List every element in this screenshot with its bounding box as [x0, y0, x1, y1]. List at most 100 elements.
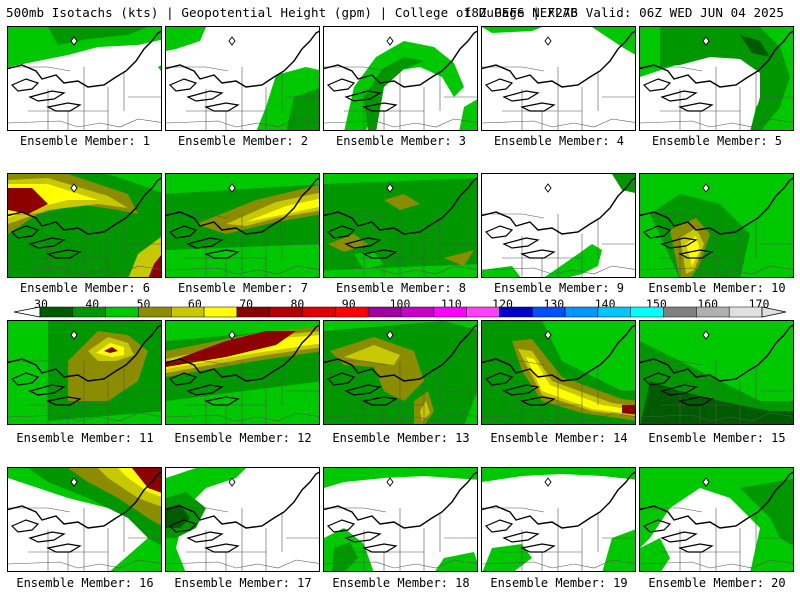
colorbar-swatch	[203, 306, 238, 318]
wind-shading	[166, 27, 206, 51]
wind-shading	[640, 381, 793, 424]
state-borders	[482, 118, 635, 128]
ensemble-map-panel	[7, 467, 162, 572]
colorbar-swatch	[105, 306, 139, 318]
coastline	[166, 30, 319, 88]
state-borders	[324, 559, 477, 569]
state-borders	[8, 265, 161, 275]
high-marker-icon	[228, 330, 236, 340]
ensemble-map-panel	[639, 467, 794, 572]
colorbar-swatches	[13, 306, 787, 318]
high-marker-icon	[386, 477, 394, 487]
colorbar-swatch	[72, 306, 106, 318]
isotach-map	[166, 27, 319, 130]
great-lakes	[642, 372, 714, 406]
isotach-map	[482, 468, 635, 571]
high-marker-icon	[386, 330, 394, 340]
wind-shading	[740, 35, 770, 57]
coastline	[640, 30, 793, 88]
high-marker-icon	[228, 36, 236, 46]
wind-shading	[592, 27, 635, 55]
great-lakes	[326, 225, 398, 259]
great-lakes	[10, 519, 82, 553]
great-lakes	[484, 519, 556, 553]
ensemble-map-panel	[165, 26, 320, 131]
state-borders	[8, 118, 161, 128]
wind-shading	[344, 41, 464, 130]
wind-shading	[8, 27, 161, 67]
ensemble-map-panel	[481, 26, 636, 131]
isotach-map	[640, 321, 793, 424]
wind-shading	[482, 468, 635, 482]
state-borders	[482, 265, 635, 275]
panel-label: Ensemble Member: 16	[16, 576, 154, 590]
colorbar-swatch	[728, 306, 763, 318]
great-lakes	[642, 519, 714, 553]
high-marker-icon	[228, 477, 236, 487]
panel-label: Ensemble Member: 18	[332, 576, 470, 590]
state-borders	[166, 559, 319, 569]
panel-label: Ensemble Member: 6	[19, 281, 151, 295]
colorbar-swatch	[532, 306, 566, 318]
colorbar-swatch	[696, 306, 730, 318]
wind-shading	[740, 478, 793, 546]
panel-label: Ensemble Member: 20	[648, 576, 786, 590]
isotach-map	[8, 321, 161, 424]
wind-shading	[384, 194, 420, 210]
panel-label: Ensemble Member: 13	[332, 431, 470, 445]
great-lakes	[10, 78, 82, 112]
colorbar-swatch	[367, 306, 402, 318]
isotach-map	[324, 321, 477, 424]
state-borders	[482, 412, 635, 422]
colorbar-swatch	[236, 306, 270, 318]
colorbar-swatch	[171, 306, 205, 318]
wind-shading	[660, 27, 790, 130]
great-lakes	[642, 225, 714, 259]
panel-label: Ensemble Member: 9	[493, 281, 625, 295]
coastline	[166, 471, 319, 529]
high-marker-icon	[702, 330, 710, 340]
ensemble-map-panel	[639, 320, 794, 425]
high-marker-icon	[544, 36, 552, 46]
panel-label: Ensemble Member: 11	[16, 431, 154, 445]
isotach-map	[482, 27, 635, 130]
great-lakes	[642, 78, 714, 112]
panel-label: Ensemble Member: 14	[490, 431, 628, 445]
colorbar-swatch	[564, 306, 599, 318]
coastline	[482, 324, 635, 382]
panel-label: Ensemble Member: 10	[648, 281, 786, 295]
state-borders	[8, 66, 161, 130]
isotach-map	[166, 321, 319, 424]
wind-shading	[344, 345, 400, 365]
panel-label: Ensemble Member: 19	[490, 576, 628, 590]
high-marker-icon	[70, 330, 78, 340]
wind-shading	[324, 468, 477, 488]
coastline	[482, 30, 635, 88]
high-marker-icon	[70, 183, 78, 193]
ensemble-map-panel	[639, 173, 794, 278]
wind-shading	[640, 538, 670, 571]
state-borders	[640, 559, 793, 569]
state-borders	[166, 412, 319, 422]
coastline	[166, 177, 319, 235]
state-borders	[640, 412, 793, 422]
colorbar-swatch	[663, 306, 697, 318]
wind-shading	[602, 529, 635, 571]
wind-shading	[680, 321, 793, 361]
ensemble-map-panel	[481, 467, 636, 572]
ensemble-map-panel	[323, 467, 478, 572]
wind-shading	[482, 27, 542, 33]
state-borders	[8, 412, 161, 422]
high-marker-icon	[70, 477, 78, 487]
wind-shading	[158, 65, 161, 72]
panel-label: Ensemble Member: 7	[177, 281, 309, 295]
map-title: 500mb Isotachs (kts) | Geopotential Heig…	[6, 5, 796, 23]
wind-shading	[622, 405, 635, 415]
wind-shading	[435, 552, 477, 571]
wind-shading	[132, 468, 161, 493]
coastline	[640, 177, 793, 235]
high-marker-icon	[544, 183, 552, 193]
wind-shading	[166, 331, 296, 367]
high-marker-icon	[544, 330, 552, 340]
wind-shading	[459, 99, 477, 130]
